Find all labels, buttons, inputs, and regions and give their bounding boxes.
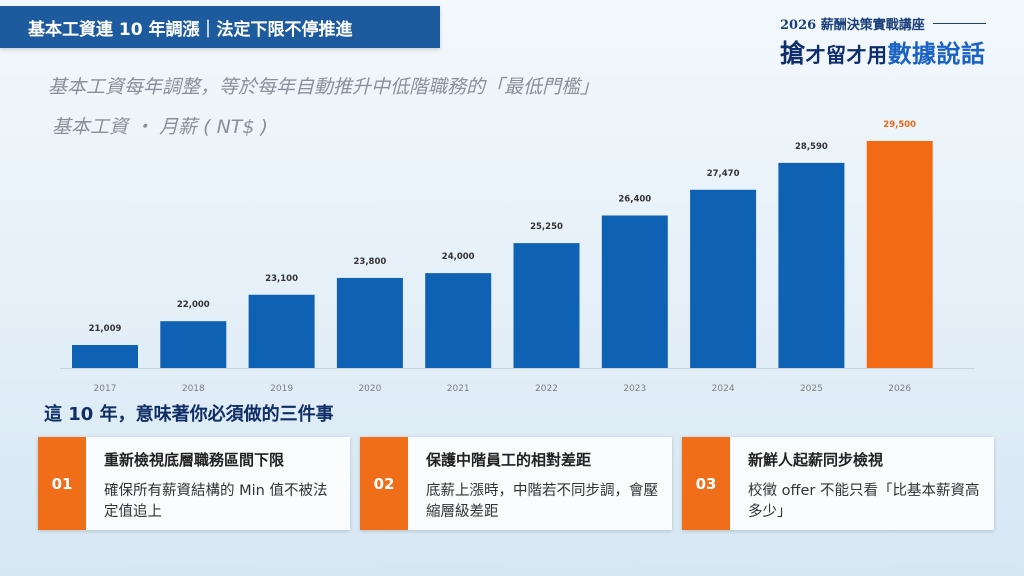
data-label-2019: 23,100: [265, 274, 298, 284]
card-body: 底薪上漲時，中階若不同步調，會壓縮層級差距: [426, 483, 658, 520]
brand-rule: [932, 23, 986, 24]
chart-unit-label: 基本工資 ・ 月薪 ( NT$ ): [52, 116, 268, 138]
x-tick-label-2023: 2023: [623, 384, 646, 394]
section-title: 這 10 年，意味著你必須做的三件事: [44, 404, 334, 425]
x-tick-label-2022: 2022: [535, 384, 558, 394]
card-body: 確保所有薪資結構的 Min 值不被法定值追上: [104, 483, 328, 520]
card-number: 01: [38, 437, 86, 530]
x-tick-label-2019: 2019: [270, 384, 293, 394]
x-tick-label-2020: 2020: [358, 384, 381, 394]
card-body: 校徵 offer 不能只看「比基本薪資高多少」: [748, 483, 980, 520]
bar-2023: [601, 215, 668, 368]
bar-2017: [72, 345, 138, 368]
card-heading: 保護中階員工的相對差距: [426, 451, 592, 469]
bar-2018: [160, 321, 227, 368]
x-tick-label-2024: 2024: [712, 384, 735, 394]
data-label-2020: 23,800: [353, 257, 386, 267]
slide-subtitle: 基本工資每年調整，等於每年自動推升中低階職務的「最低門檻」: [48, 76, 600, 98]
bar-2021: [425, 273, 492, 368]
data-label-2018: 22,000: [177, 300, 210, 310]
data-label-2025: 28,590: [795, 142, 828, 152]
data-label-2024: 27,470: [707, 169, 740, 179]
brand-logo: 搶才留才用數據說話: [780, 34, 986, 70]
card-number: 02: [360, 437, 408, 530]
slide-title-bar: 基本工資連 10 年調漲｜法定下限不停推進: [0, 6, 440, 48]
bar-2024: [690, 189, 757, 368]
data-label-2017: 21,009: [89, 324, 122, 334]
brand-logo-part-1: 搶: [780, 39, 806, 68]
card-heading: 新鮮人起薪同步檢視: [748, 451, 884, 469]
x-tick-label-2025: 2025: [800, 384, 823, 394]
x-tick-label-2026: 2026: [888, 384, 911, 394]
brand-logo-part-2: 才留才用: [805, 43, 888, 67]
action-card-3: 03 新鮮人起薪同步檢視 校徵 offer 不能只看「比基本薪資高多少」: [682, 437, 994, 530]
action-card-1: 01 重新檢視底層職務區間下限 確保所有薪資結構的 Min 值不被法定值追上: [38, 437, 350, 530]
card-heading: 重新檢視底層職務區間下限: [104, 451, 285, 469]
x-tick-label-2021: 2021: [447, 384, 470, 394]
brand-subtitle-text: 2026 薪酬決策實戰講座: [780, 18, 925, 33]
slide-title: 基本工資連 10 年調漲｜法定下限不停推進: [28, 19, 353, 40]
bar-2019: [248, 294, 315, 368]
brand-subtitle: 2026 薪酬決策實戰講座: [780, 14, 1000, 33]
bar-2026: [866, 141, 933, 368]
data-label-2023: 26,400: [618, 194, 651, 204]
card-number: 03: [682, 437, 730, 530]
x-tick-label-2017: 2017: [94, 384, 117, 394]
bar-2022: [513, 243, 580, 368]
bar-2020: [336, 277, 403, 368]
brand-logo-part-3: 數據說話: [887, 40, 986, 68]
bar-2025: [778, 162, 845, 368]
data-label-2026: 29,500: [883, 120, 916, 130]
action-card-2: 02 保護中階員工的相對差距 底薪上漲時，中階若不同步調，會壓縮層級差距: [360, 437, 672, 530]
bar-chart: 21,009 2017 22,000 2018 23,100 2019 23,800 2020…: [60, 120, 975, 394]
data-label-2022: 25,250: [530, 222, 563, 232]
data-label-2021: 24,000: [442, 252, 475, 262]
x-tick-label-2018: 2018: [182, 384, 205, 394]
